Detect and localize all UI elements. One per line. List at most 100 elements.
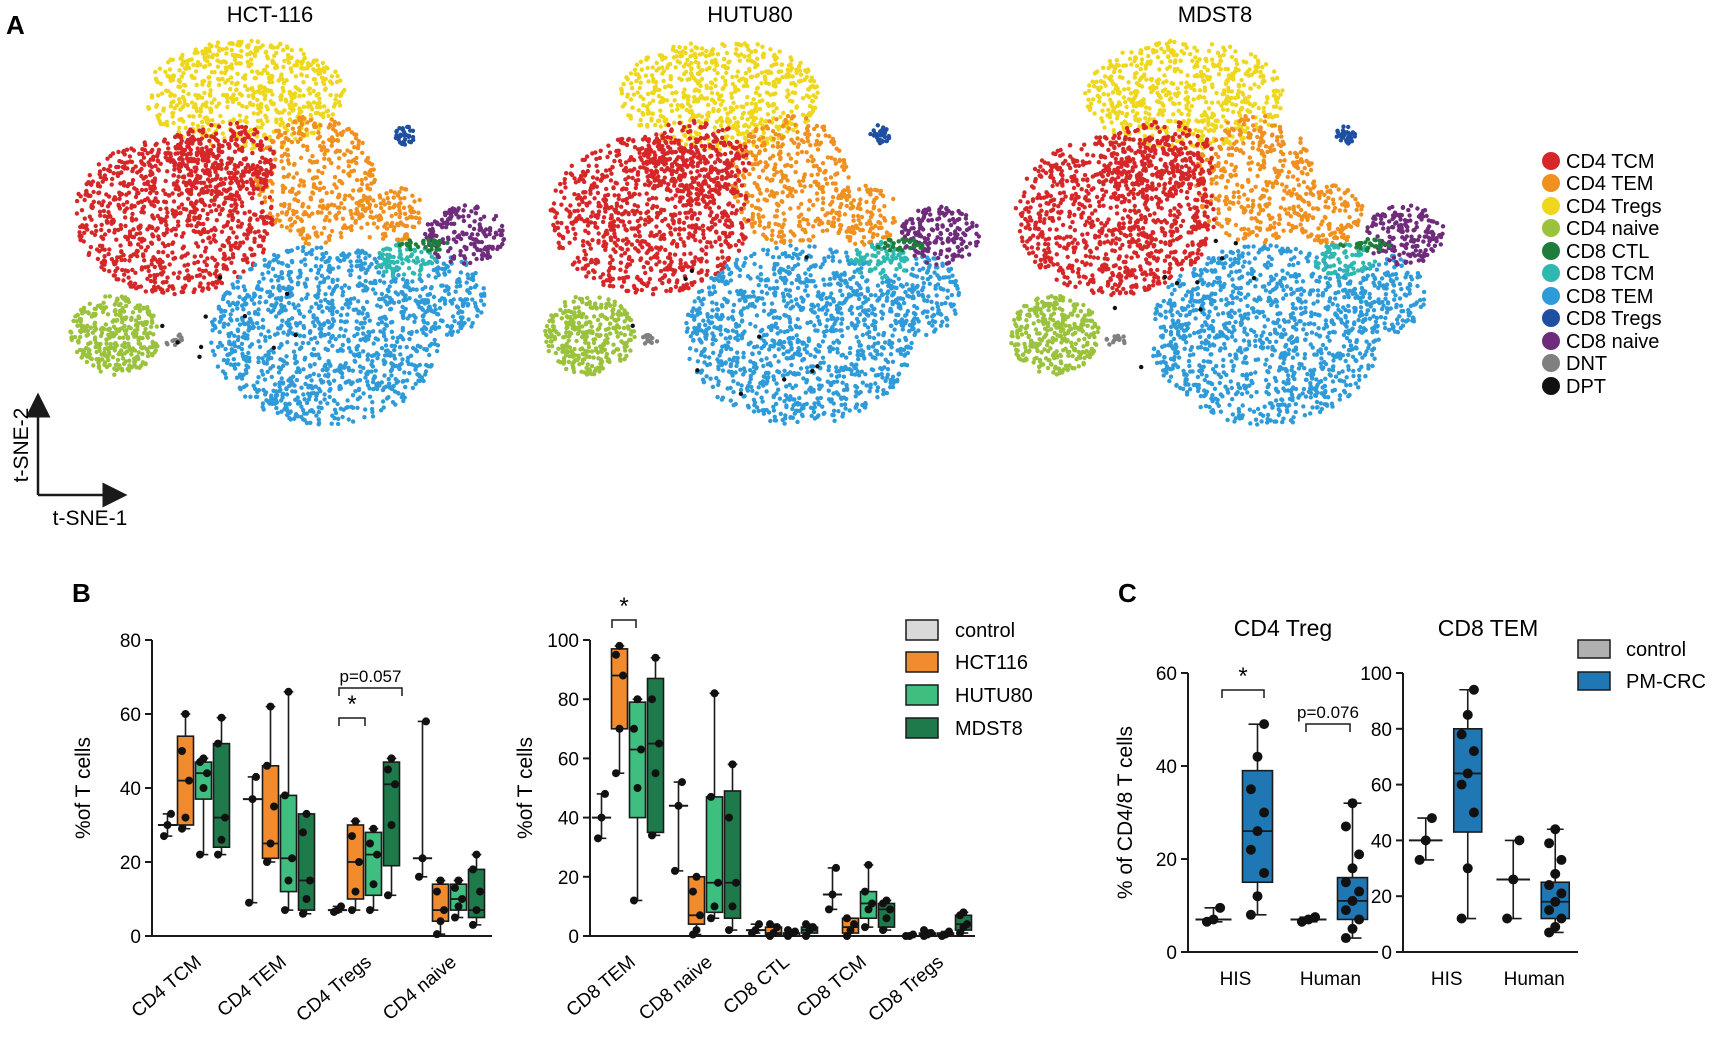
tsne-cell-dot <box>709 49 714 54</box>
tsne-cell-dot <box>226 331 231 337</box>
tsne-cell-dot <box>442 288 448 293</box>
tsne-cell-dot <box>469 209 474 214</box>
tsne-cell-dot <box>771 136 776 141</box>
tsne-cell-dot <box>244 179 250 185</box>
tsne-cell-dot <box>82 216 88 221</box>
tsne-cell-dot <box>276 370 282 375</box>
tsne-cell-dot <box>235 301 240 307</box>
tsne-cell-dot <box>242 136 247 141</box>
tsne-cell-dot <box>645 65 650 71</box>
tsne-cell-dot <box>711 106 716 112</box>
tsne-cell-dot <box>266 261 271 267</box>
tsne-cell-dot <box>157 66 163 71</box>
tsne-cell-dot <box>258 165 263 171</box>
tsne-cell-dot <box>223 264 229 269</box>
tsne-cell-dot <box>235 53 241 58</box>
tsne-cell-dot <box>710 98 716 103</box>
tsne-cell-dot <box>757 93 762 98</box>
tsne-cell-dot <box>670 91 675 96</box>
tsne-cell-dot <box>412 319 417 324</box>
tsne-cell-dot <box>143 326 148 332</box>
tsne-cell-dot <box>244 105 249 110</box>
tsne-cell-dot <box>329 335 334 341</box>
tsne-cell-dot <box>751 139 756 145</box>
tsne-cell-dot <box>298 217 303 222</box>
tsne-cell-dot <box>130 218 135 223</box>
tsne-cell-dot <box>281 64 286 70</box>
tsne-cell-dot <box>204 262 209 268</box>
tsne-cell-dot <box>354 319 359 324</box>
tsne-cell-dot <box>262 195 268 200</box>
tsne-cell-dot <box>176 84 181 89</box>
tsne-cell-dot <box>402 370 407 375</box>
tsne-cell-dot <box>229 347 234 352</box>
tsne-cell-dot <box>369 181 374 186</box>
tsne-cell-dot <box>91 199 97 204</box>
tsne-cell-dot <box>392 190 397 195</box>
tsne-cell-dot <box>691 114 696 119</box>
tsne-cell-dot <box>279 210 285 215</box>
tsne-cell-dot <box>804 150 809 155</box>
tsne-cell-dot <box>110 151 116 156</box>
tsne-cell-dot <box>255 186 261 191</box>
tsne-cell-dot <box>346 164 352 169</box>
tsne-cell-dot <box>220 143 225 149</box>
tsne-cell-dot <box>632 67 638 73</box>
tsne-cell-dot <box>297 400 303 406</box>
tsne-cell-dot <box>104 341 109 346</box>
tsne-cell-dot <box>128 317 134 322</box>
tsne-cell-dot <box>330 317 336 322</box>
tsne-cell-dot <box>318 299 323 304</box>
tsne-cell-dot <box>683 45 688 50</box>
tsne-cell-dot <box>314 256 319 261</box>
tsne-cell-dot <box>152 264 157 270</box>
tsne-cell-dot <box>256 325 261 330</box>
tsne-cell-dot <box>234 96 239 102</box>
tsne-cell-dot <box>329 421 334 426</box>
tsne-cell-dot <box>350 393 356 398</box>
tsne-cell-dot <box>179 202 185 207</box>
tsne-cell-dot <box>241 284 246 289</box>
tsne-cell-dot <box>195 50 200 55</box>
tsne-cell-dot <box>291 349 297 354</box>
tsne-cell-dot <box>347 368 352 373</box>
tsne-cell-dot <box>305 147 310 153</box>
tsne-cell-dot <box>309 378 314 383</box>
tsne-cell-dot <box>238 118 243 124</box>
tsne-cell-dot <box>305 233 310 238</box>
tsne-cell-dot <box>255 103 261 108</box>
tsne-cell-dot <box>226 290 232 296</box>
tsne-cell-dot <box>718 115 724 121</box>
tsne-cell-dot <box>384 384 389 389</box>
tsne-cell-dot <box>353 136 359 141</box>
tsne-cell-dot <box>256 375 261 380</box>
tsne-cell-dot <box>260 43 265 48</box>
tsne-cell-dot <box>280 76 285 82</box>
tsne-cell-dot <box>232 269 237 275</box>
tsne-cell-dot <box>324 190 329 196</box>
tsne-cell-dot <box>289 248 294 253</box>
tsne-cell-dot <box>298 47 304 52</box>
tsne-cell-dot <box>190 75 195 80</box>
tsne-cell-dot <box>293 136 298 141</box>
tsne-cell-dot <box>804 74 809 80</box>
tsne-cell-dot <box>675 59 680 64</box>
tsne-cell-dot <box>219 162 224 167</box>
tsne-cell-dot <box>777 49 782 54</box>
tsne-cell-dot <box>400 222 405 227</box>
tsne-cell-dot <box>813 179 819 184</box>
tsne-cell-dot <box>682 133 688 138</box>
tsne-cell-dot <box>361 266 366 271</box>
tsne-cell-dot <box>239 203 245 209</box>
tsne-cell-dot <box>223 346 228 352</box>
tsne-cell-dot <box>119 250 124 255</box>
tsne-cell-dot <box>392 225 397 230</box>
tsne-cell-dot <box>390 274 396 279</box>
tsne-cell-dot <box>270 92 275 97</box>
tsne-cell-dot <box>253 212 258 217</box>
tsne-cell-dot <box>142 162 147 168</box>
tsne-cell-dot <box>447 269 452 274</box>
tsne-cell-dot <box>215 64 221 69</box>
tsne-cell-dot <box>330 309 335 314</box>
tsne-cell-dot <box>816 133 821 138</box>
